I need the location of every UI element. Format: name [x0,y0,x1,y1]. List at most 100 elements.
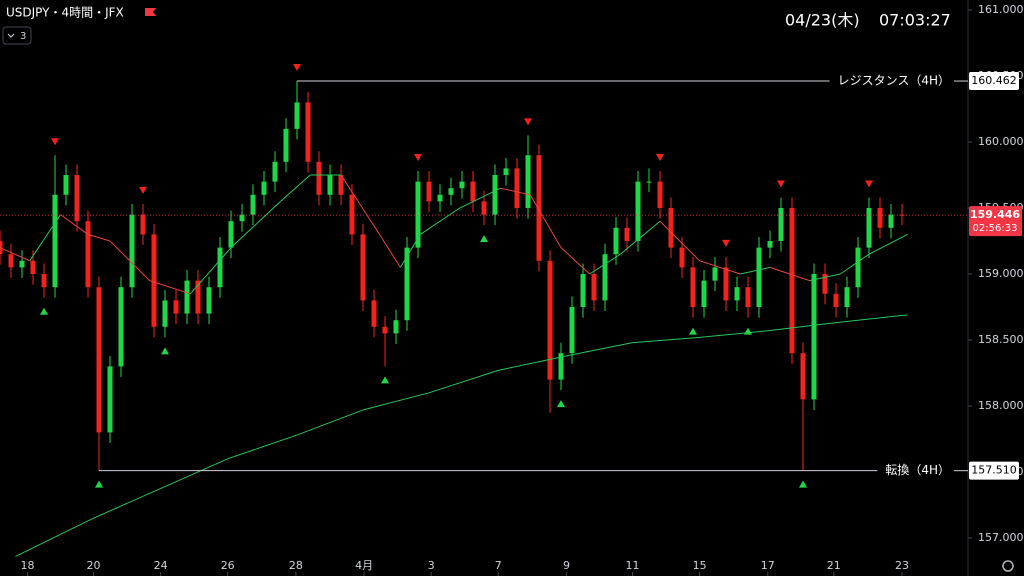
candle-body [514,168,520,209]
candle-body [602,254,608,301]
flag-icon[interactable] [145,8,156,16]
candle-body [437,194,443,202]
candle-body [19,260,25,268]
settings-icon[interactable] [1002,560,1014,572]
y-tick-label: 160.000 [978,135,1024,148]
moving-average-segment [60,214,89,235]
candle-body [118,287,124,367]
x-tick-label: 20 [87,559,101,572]
moving-average-segment [560,247,590,275]
candle-body [470,181,476,202]
candle-body [228,221,234,248]
candle-body [393,320,399,334]
moving-average-segment [280,174,311,202]
candle-body [74,175,80,222]
candle-body [415,181,421,248]
candle-body [767,241,773,248]
candle-body [855,247,861,288]
candle-body [569,307,575,354]
candle-body [866,208,872,248]
candle-body [525,155,531,209]
candle-body [140,214,146,235]
indicator-toggle[interactable] [2,26,32,45]
x-tick-label: 26 [221,559,235,572]
candle-body [250,194,256,215]
candle-body [536,155,542,261]
candle-body [0,241,3,255]
candle-body [195,280,201,314]
sell-signal [656,154,664,162]
candle-body [162,300,168,327]
candle-body [668,208,674,248]
moving-average-segment [459,187,501,209]
moving-average-segment [87,233,111,242]
candle-body [503,168,509,176]
candle-body [294,102,300,129]
candle-body [360,234,366,301]
y-tick-label: 159.000 [978,267,1024,280]
candle-body [734,287,740,301]
candle-body [327,175,333,195]
buy-signal [557,400,565,408]
x-tick-label: 24 [154,559,168,572]
candle-body [206,287,212,314]
candle-body [426,181,432,202]
candle-body [701,280,707,308]
moving-average-segment [419,207,461,235]
moving-average-segment [769,266,810,282]
level-name: 転換（4H） [885,463,950,477]
candle-body [382,326,388,334]
sell-signal [139,187,147,195]
candle-body [580,274,586,308]
x-tick-label: 7 [495,559,502,572]
candle-body [459,181,465,189]
x-tick-label: 11 [626,559,640,572]
candle-body [690,267,696,308]
symbol[interactable]: USDJPY・4時間・JFX [6,6,124,20]
candle-body [899,214,905,216]
candle-body [547,260,553,380]
y-tick-label: 158.500 [978,333,1024,346]
moving-average-segment [189,247,232,295]
y-tick-label: 157.000 [978,531,1024,544]
candle-body [646,181,652,183]
candle-body [778,208,784,242]
x-tick-label: 21 [827,559,841,572]
moving-average-segment [868,233,908,255]
candle-body [800,353,806,400]
sell-signal [293,64,301,72]
buy-signal [799,480,807,488]
candle-body [63,175,69,195]
moving-average-segment [230,201,281,248]
candle-body [404,247,410,321]
candle-body [723,267,729,301]
candle-body [811,274,817,400]
level-tag [969,72,1019,91]
x-tick-label: 23 [895,559,909,572]
candle-body [492,175,498,215]
y-tick-label: 158.000 [978,399,1024,412]
buy-signal [95,480,103,488]
candle-body [822,274,828,294]
candle-body [184,280,190,314]
moving-average-segment [620,220,661,255]
candle-body [745,287,751,308]
x-tick-label: 17 [761,559,775,572]
candle-body [888,214,894,228]
buy-signal [161,347,169,355]
moving-average-segment [659,220,700,262]
moving-average-segment [149,280,191,295]
moving-average-segment [840,253,870,275]
level-name: レジスタンス（4H） [838,74,950,88]
time: 07:03:27 [879,11,951,30]
x-tick-label: 15 [693,559,707,572]
candle-body [283,128,289,162]
sell-signal [865,180,873,188]
candle-body [679,247,685,268]
sell-signal [722,239,730,247]
candle-body [217,247,223,288]
moving-average-segment [809,273,841,282]
moving-average-segment [29,214,61,262]
